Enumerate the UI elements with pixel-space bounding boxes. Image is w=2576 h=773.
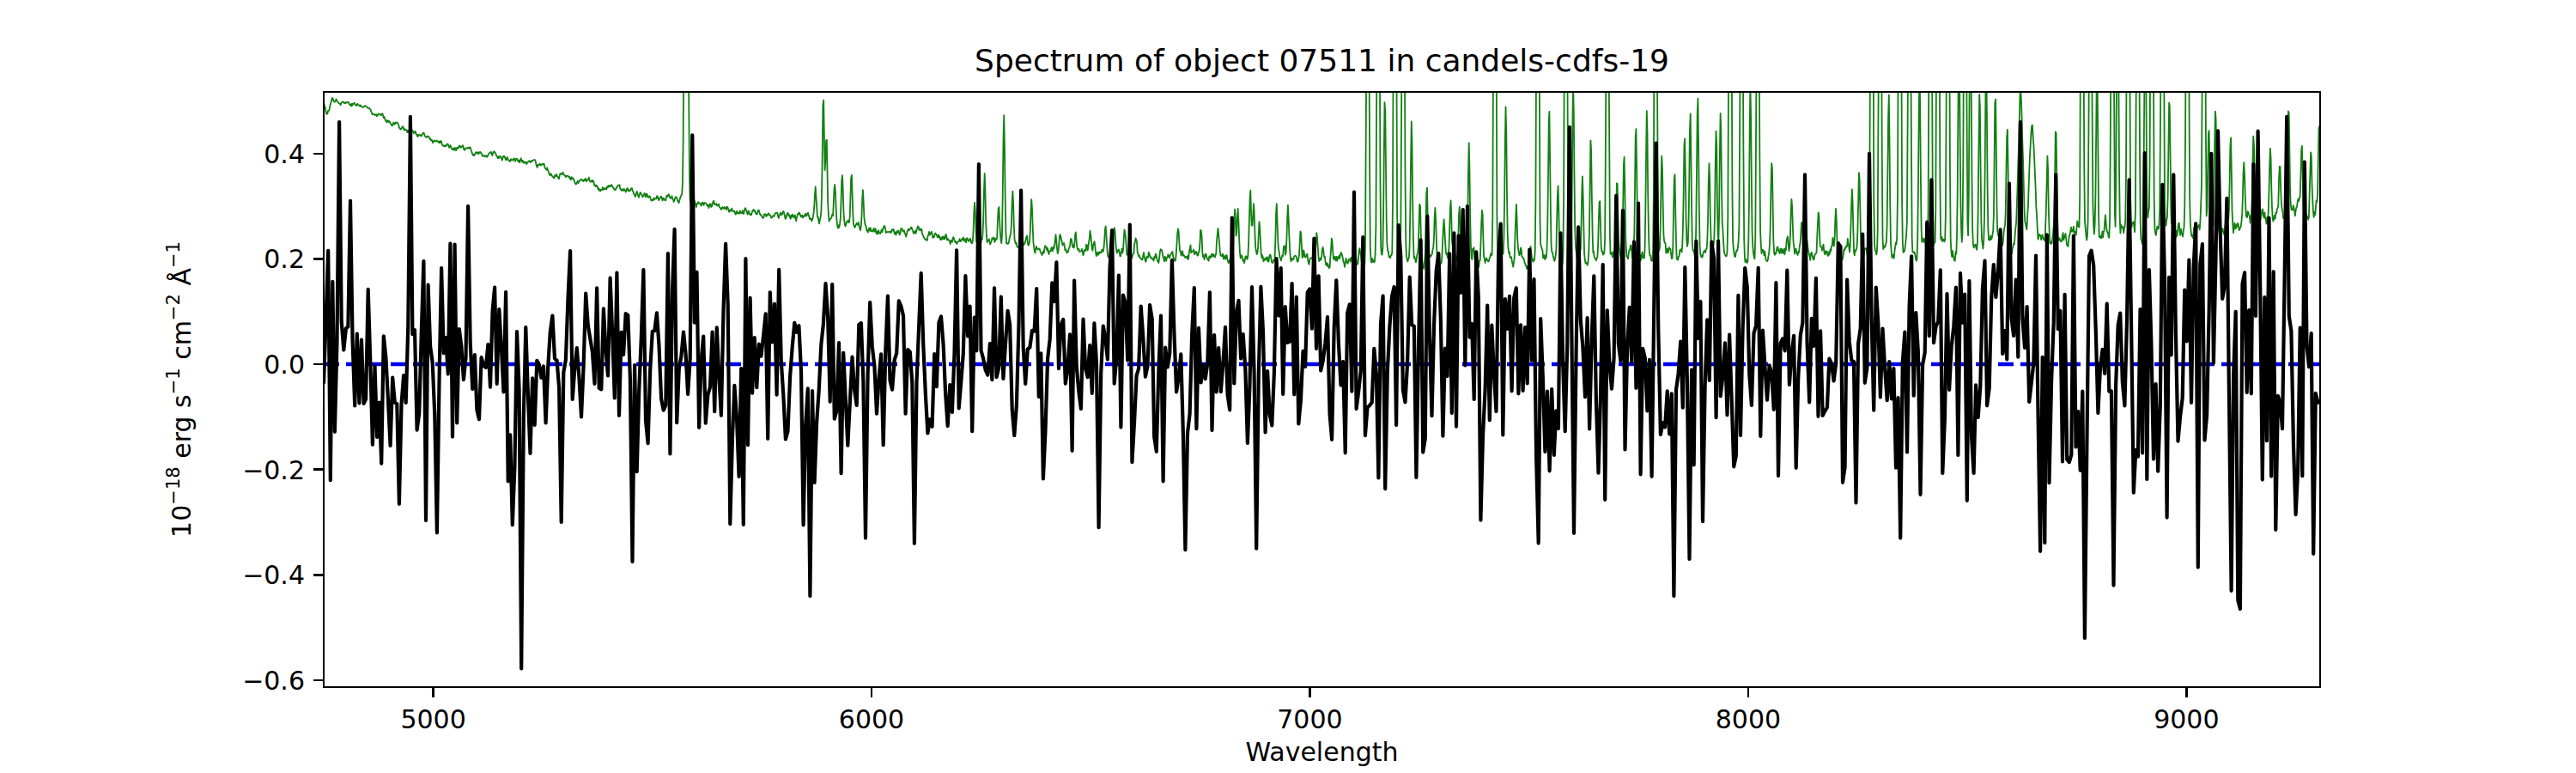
y-tick-label: 0.0 <box>264 350 305 380</box>
y-axis-label-part: −1 <box>163 368 184 394</box>
y-tick-label: 0.2 <box>264 244 305 274</box>
y-axis-label-part: −2 <box>163 294 184 320</box>
spectrum-chart: 5000 6000 7000 8000 9000 0.4 0.2 0.0 −0.2 −0.4 −0.… <box>0 0 2576 773</box>
y-axis-label-part: erg s <box>167 394 197 466</box>
y-axis-label-part: −18 <box>163 466 184 504</box>
x-tick-label: 8000 <box>1716 704 1781 734</box>
y-tick-label: −0.6 <box>242 666 305 696</box>
figure: 5000 6000 7000 8000 9000 0.4 0.2 0.0 −0.2 −0.4 −0.… <box>0 0 2576 773</box>
y-tick-label: −0.4 <box>242 560 305 590</box>
y-tick-label: 0.4 <box>264 139 305 169</box>
x-tick-label: 6000 <box>839 704 904 734</box>
y-axis-label-part: −1 <box>163 241 184 268</box>
x-tick-label: 9000 <box>2154 704 2219 734</box>
y-axis-label-part: cm <box>167 320 197 368</box>
y-tick-label: −0.2 <box>242 455 305 485</box>
x-tick-label: 5000 <box>400 704 465 734</box>
x-tick-label: 7000 <box>1277 704 1342 734</box>
y-axis-label-part: 10 <box>167 505 197 538</box>
chart-title: Spectrum of object 07511 in candels-cdfs… <box>975 43 1669 78</box>
x-axis-label: Wavelength <box>1246 737 1399 767</box>
y-axis-label-part: Å <box>167 268 197 295</box>
